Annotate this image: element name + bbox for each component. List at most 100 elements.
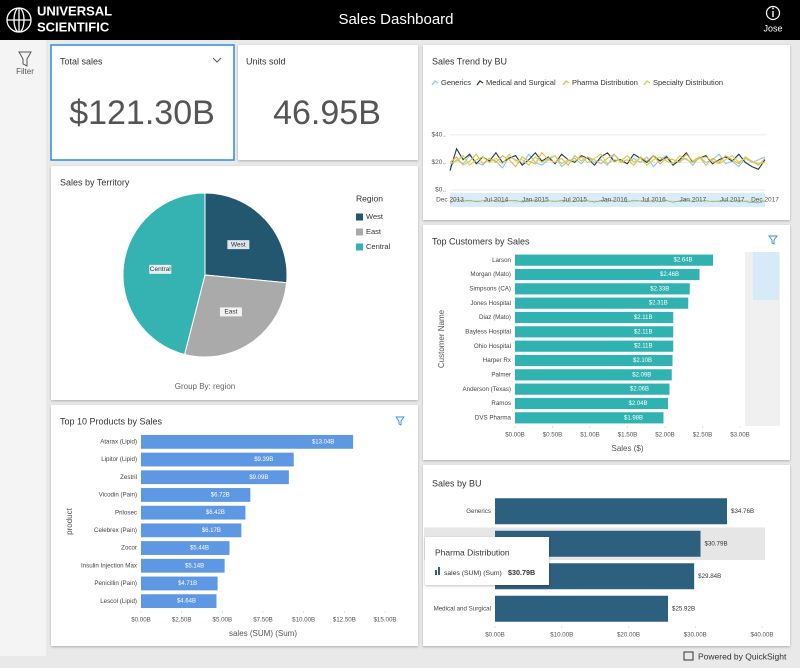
slice-label: East xyxy=(224,309,237,316)
x-tick-label: $1.00B xyxy=(580,432,600,439)
series-line xyxy=(449,153,766,169)
bar[interactable] xyxy=(141,558,225,573)
category-label: Medical and Surgical xyxy=(434,605,491,612)
filter-icon[interactable] xyxy=(395,416,405,426)
bar[interactable] xyxy=(515,397,668,410)
bar[interactable] xyxy=(141,488,251,502)
legend-label[interactable]: Specialty Distribution xyxy=(653,78,723,87)
x-tick-label: $2.50B xyxy=(693,432,713,439)
info-icon[interactable] xyxy=(765,5,781,21)
bar[interactable] xyxy=(515,268,700,281)
legend-label[interactable]: West xyxy=(366,212,384,221)
bar[interactable] xyxy=(141,576,218,591)
kpi-card[interactable] xyxy=(50,44,235,161)
bar[interactable] xyxy=(141,594,217,609)
value-label: $2.11B xyxy=(634,315,653,321)
legend-label[interactable]: Central xyxy=(366,242,391,251)
bar[interactable] xyxy=(515,369,672,381)
slice-label-box xyxy=(227,240,250,250)
bar[interactable] xyxy=(141,505,246,520)
bar[interactable] xyxy=(515,297,689,309)
bar[interactable] xyxy=(495,595,669,622)
category-label: Anderson (Texas) xyxy=(463,386,512,393)
range-slider-line xyxy=(449,199,766,203)
category-label: Insulin Injection Max xyxy=(81,562,138,569)
kpi-label: Total sales xyxy=(60,56,103,66)
category-label: Morgan (Mato) xyxy=(470,271,511,278)
legend-marker xyxy=(476,80,484,86)
value-label: $6.42B xyxy=(206,510,225,516)
filter-label[interactable]: Filter xyxy=(16,67,34,76)
chart-title: Top Customers by Sales xyxy=(432,236,530,246)
x-axis-label: Sales ($) xyxy=(611,444,643,453)
bar[interactable] xyxy=(515,326,674,338)
legend-marker xyxy=(562,80,570,86)
x-tick-label: $30.00B xyxy=(684,632,707,639)
value-label: $5.44B xyxy=(190,546,209,552)
legend-label[interactable]: Generics xyxy=(441,78,471,87)
scrollbar-thumb[interactable] xyxy=(753,252,779,300)
value-label: $6.72B xyxy=(211,493,230,499)
legend-label[interactable]: Pharma Distribution xyxy=(572,78,638,87)
bar[interactable] xyxy=(515,354,673,367)
filter-icon[interactable] xyxy=(18,51,32,67)
header-bar xyxy=(0,0,800,40)
category-label: Prilosec xyxy=(115,509,137,516)
chart-title: Top 10 Products by Sales xyxy=(60,416,163,426)
value-label: $2.09B xyxy=(632,372,651,378)
value-label: $5.14B xyxy=(185,563,204,569)
value-label: $4.64B xyxy=(177,599,196,605)
bar[interactable] xyxy=(141,452,294,467)
y-tick-label: $40.. xyxy=(432,132,447,139)
category-label: Zocor xyxy=(121,545,137,552)
x-tick-label: $0.50B xyxy=(543,432,563,439)
category-label: Ramos xyxy=(491,400,511,407)
bar[interactable] xyxy=(515,283,690,295)
y-axis-label: product xyxy=(65,507,74,534)
category-label: Vicodin (Pain) xyxy=(99,492,137,499)
quicksight-icon xyxy=(683,651,694,661)
bar[interactable] xyxy=(515,311,674,324)
x-tick-label: Jan 2017 xyxy=(679,197,706,204)
value-label: $2.06B xyxy=(630,387,649,393)
bar[interactable] xyxy=(141,541,230,555)
category-label: Larson xyxy=(492,257,511,264)
legend-label[interactable]: Medical and Surgical xyxy=(486,78,556,87)
x-tick-label: $2.50B xyxy=(172,617,192,624)
bar[interactable] xyxy=(515,383,670,395)
value-label: $34.76B xyxy=(731,508,754,515)
tooltip-label: sales (SUM) (Sum) xyxy=(444,570,502,577)
x-tick-label: Jan 2016 xyxy=(601,197,628,204)
sidebar xyxy=(0,40,46,656)
bar[interactable] xyxy=(515,412,664,424)
series-line xyxy=(449,147,766,171)
tooltip-value: $30.79B xyxy=(508,568,535,577)
kpi-card[interactable] xyxy=(238,45,418,160)
legend-label[interactable]: East xyxy=(366,227,382,236)
dropdown-icon[interactable] xyxy=(212,57,222,63)
tooltip-icon xyxy=(435,570,437,575)
dashboard-title: Sales Dashboard xyxy=(338,11,453,28)
category-label: Generics xyxy=(466,508,491,515)
footer-text: Powered by QuickSight xyxy=(698,651,787,661)
y-tick-label: $0.. xyxy=(435,187,446,194)
bar[interactable] xyxy=(141,470,289,485)
bar[interactable] xyxy=(141,434,354,449)
x-tick-label: $0.00B xyxy=(485,632,505,639)
chart-card xyxy=(423,45,790,220)
user-name[interactable]: Jose xyxy=(763,23,782,33)
x-tick-label: Dec 2017 xyxy=(751,197,779,204)
bar[interactable] xyxy=(141,523,242,538)
value-label: $2.11B xyxy=(634,329,653,335)
x-axis-label: sales (SUM) (Sum) xyxy=(229,629,297,638)
slice-label: Central xyxy=(150,266,172,273)
value-label: $2.33B xyxy=(650,286,669,292)
bar[interactable] xyxy=(515,340,674,352)
x-tick-label: $12.50B xyxy=(333,617,356,624)
pie-slice[interactable] xyxy=(204,192,288,284)
filter-icon[interactable] xyxy=(768,235,778,245)
bar[interactable] xyxy=(515,254,713,266)
chart-title: Sales Trend by BU xyxy=(432,56,507,66)
bar[interactable] xyxy=(495,498,728,525)
logo-text: UNIVERSAL xyxy=(37,3,112,18)
